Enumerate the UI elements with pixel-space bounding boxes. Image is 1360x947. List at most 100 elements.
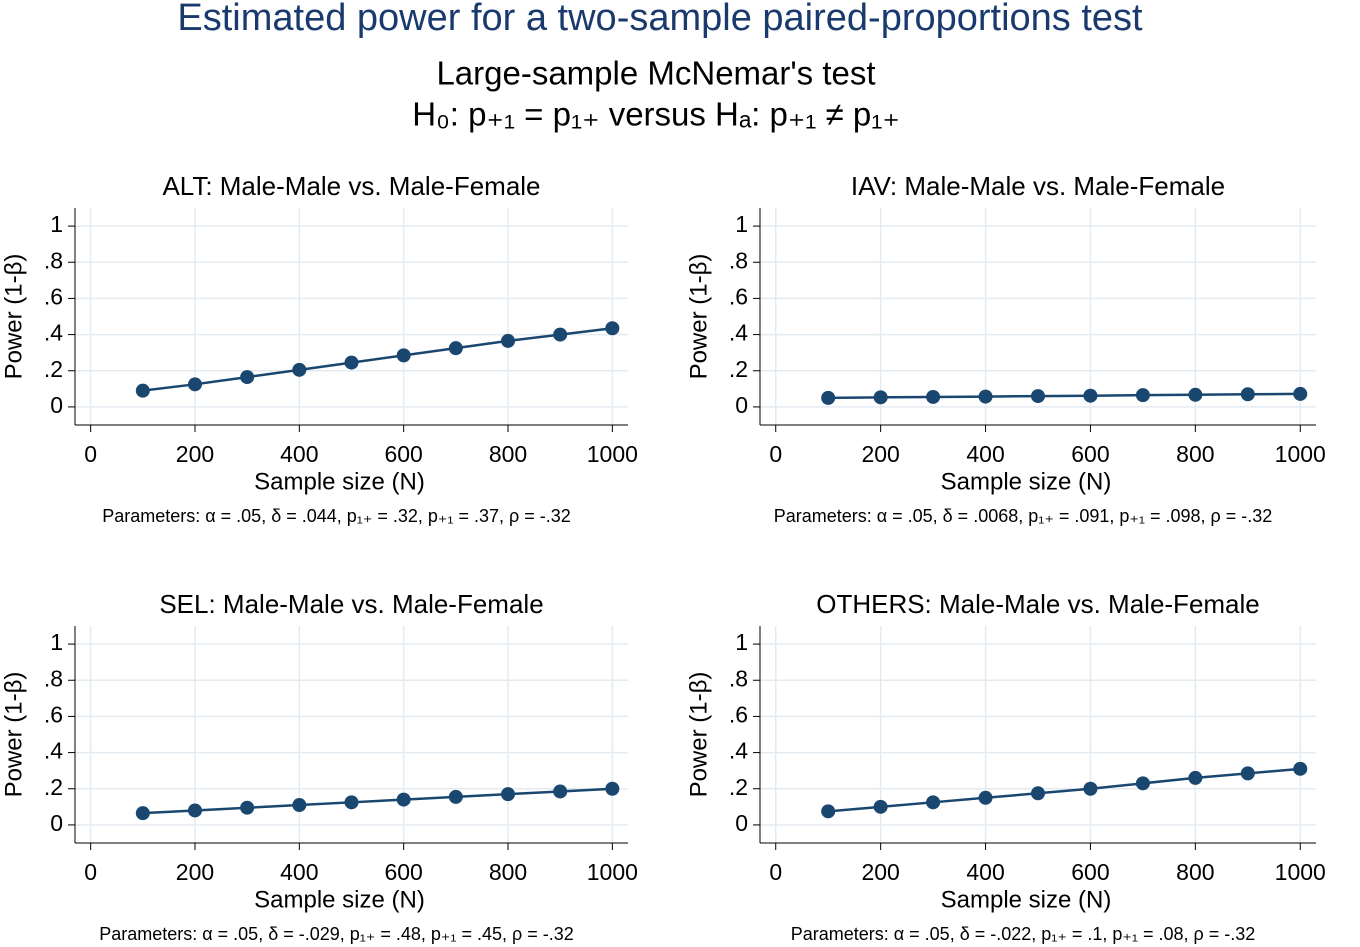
y-tick-label: .2 [44, 356, 63, 382]
y-tick-label: .4 [729, 738, 748, 764]
x-tick-label: 400 [966, 859, 1004, 885]
marker [1188, 387, 1203, 402]
y-tick-label: 0 [735, 392, 748, 418]
x-tick-label: 200 [861, 441, 899, 467]
line [142, 787, 613, 815]
y-axis-title: Power (1-β) [0, 672, 27, 798]
x-tick-label: 1000 [587, 441, 638, 467]
panel-title: ALT: Male-Male vs. Male-Female [162, 171, 540, 201]
x-tick-label: 800 [489, 859, 527, 885]
marker [240, 800, 255, 815]
x-axis-title: Sample size (N) [254, 886, 425, 913]
x-tick-label: 0 [84, 859, 97, 885]
marker [344, 795, 359, 810]
marker [821, 804, 836, 819]
marker [553, 327, 568, 342]
x-tick-label: 400 [966, 441, 1004, 467]
y-tick-label: 1 [735, 629, 748, 655]
marker [396, 348, 411, 363]
marker [396, 792, 411, 807]
marker [1031, 389, 1045, 404]
x-tick-label: 0 [84, 441, 97, 467]
y-tick-label: .2 [729, 774, 748, 800]
line [828, 392, 1301, 400]
marker [1240, 387, 1255, 402]
marker [1083, 781, 1098, 796]
line [142, 327, 613, 392]
marker [135, 806, 150, 821]
x-tick-label: 0 [769, 441, 782, 467]
marker [978, 389, 993, 404]
x-tick-label: 600 [1071, 859, 1109, 885]
marker [1293, 386, 1308, 401]
y-tick-label: .4 [44, 738, 63, 764]
y-tick-label: .6 [44, 701, 63, 727]
x-tick-label: 1000 [1275, 859, 1326, 885]
marker [873, 390, 888, 405]
y-tick-label: .6 [729, 283, 748, 309]
x-tick-label: 400 [280, 859, 318, 885]
y-tick-label: .8 [729, 665, 748, 691]
marker [1135, 776, 1150, 791]
parameters-note: Parameters: α = .05, δ = -.029, p₁₊ = .4… [99, 924, 574, 944]
y-axis-title: Power (1-β) [685, 254, 712, 380]
x-axis-title: Sample size (N) [941, 886, 1112, 913]
marker [187, 377, 202, 392]
y-tick-label: .8 [729, 247, 748, 273]
y-tick-label: 0 [50, 392, 63, 418]
x-tick-label: 1000 [587, 859, 638, 885]
y-tick-label: 1 [50, 629, 63, 655]
y-tick-label: .4 [729, 320, 748, 346]
marker [1031, 786, 1045, 801]
line [828, 767, 1301, 813]
marker [240, 370, 255, 385]
y-tick-label: 0 [50, 810, 63, 836]
y-axis-title: Power (1-β) [0, 254, 27, 380]
marker [1135, 388, 1150, 403]
hypothesis: H₀: p₊₁ = p₁₊ versus Hₐ: p₊₁ ≠ p₁₊ [412, 96, 900, 133]
y-tick-label: 1 [50, 211, 63, 237]
y-tick-label: 1 [735, 211, 748, 237]
marker [1240, 766, 1255, 781]
x-tick-label: 400 [280, 441, 318, 467]
x-axis-title: Sample size (N) [254, 468, 425, 495]
marker [873, 799, 888, 814]
y-tick-label: 0 [735, 810, 748, 836]
y-tick-label: .8 [44, 247, 63, 273]
x-tick-label: 600 [384, 859, 422, 885]
marker [448, 789, 463, 804]
x-tick-label: 800 [1176, 441, 1214, 467]
x-tick-label: 1000 [1275, 441, 1326, 467]
x-tick-label: 800 [489, 441, 527, 467]
marker [292, 798, 307, 813]
y-axis-title: Power (1-β) [685, 672, 712, 798]
marker [1083, 388, 1098, 403]
marker [821, 390, 836, 405]
marker [501, 333, 516, 348]
marker [1293, 761, 1308, 776]
marker [926, 795, 941, 810]
x-tick-label: 600 [1071, 441, 1109, 467]
y-tick-label: .2 [44, 774, 63, 800]
marker [553, 784, 568, 799]
marker [344, 355, 359, 370]
marker [605, 781, 620, 796]
y-tick-label: .2 [729, 356, 748, 382]
x-tick-label: 200 [861, 859, 899, 885]
marker [1188, 770, 1203, 785]
marker [448, 341, 463, 356]
marker [978, 790, 993, 805]
y-tick-label: .8 [44, 665, 63, 691]
y-tick-label: .4 [44, 320, 63, 346]
main-title: Estimated power for a two-sample paired-… [177, 0, 1143, 39]
parameters-note: Parameters: α = .05, δ = -.022, p₁₊ = .1… [791, 924, 1256, 944]
y-tick-label: .6 [44, 283, 63, 309]
x-tick-label: 0 [769, 859, 782, 885]
x-axis-title: Sample size (N) [941, 468, 1112, 495]
subtitle: Large-sample McNemar's test [436, 55, 875, 92]
marker [135, 383, 150, 398]
panel-title: IAV: Male-Male vs. Male-Female [851, 171, 1225, 201]
y-tick-label: .6 [729, 701, 748, 727]
parameters-note: Parameters: α = .05, δ = .044, p₁₊ = .32… [102, 506, 571, 526]
